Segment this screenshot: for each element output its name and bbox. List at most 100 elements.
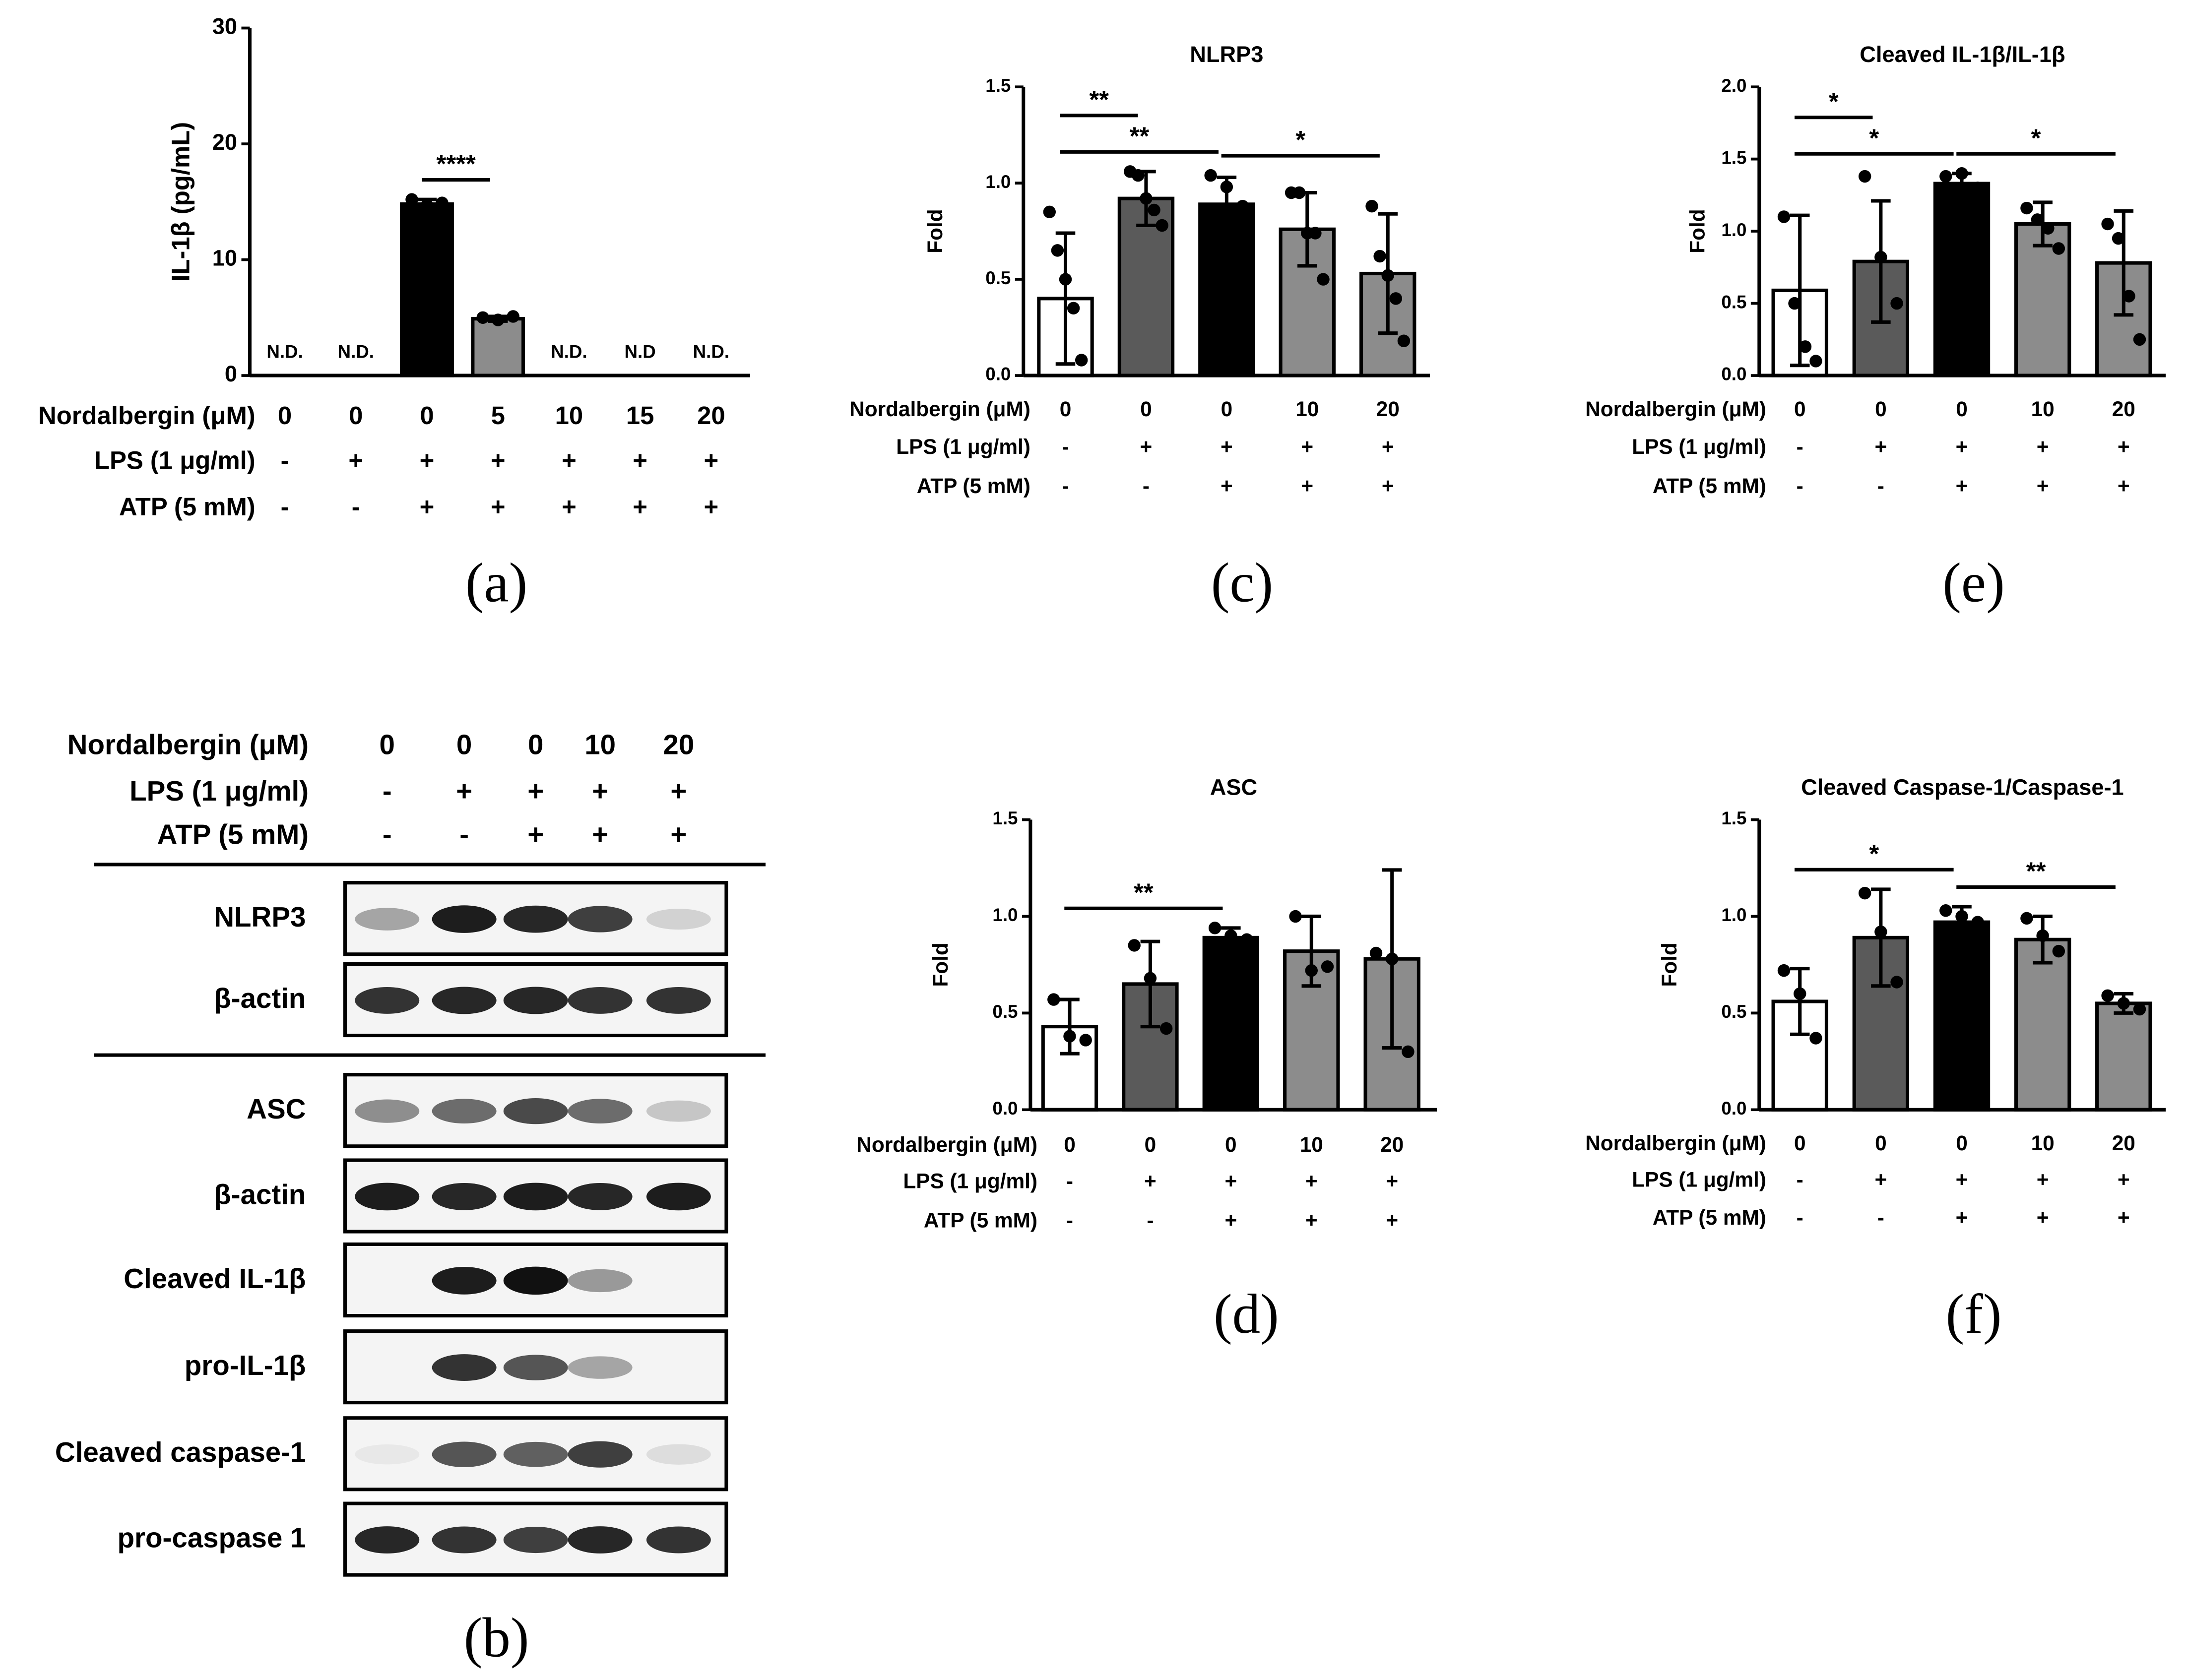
blot-band (568, 1269, 633, 1293)
blot-band (568, 1526, 633, 1554)
condition-value: + (1874, 435, 1887, 458)
data-point (1292, 186, 1306, 199)
y-tick-label: 2.0 (1721, 75, 1746, 96)
data-point (2020, 201, 2033, 215)
blot-band (503, 1526, 568, 1554)
condition-value: - (1147, 1208, 1154, 1232)
value-label: N.D. (551, 342, 587, 362)
x-tick-label: 20 (1376, 397, 1400, 421)
blot-band (432, 1441, 497, 1467)
value-label: N.D. (338, 342, 374, 362)
condition-value: - (383, 818, 392, 850)
y-tick-label: 1.0 (985, 172, 1011, 192)
blot-band (503, 1441, 568, 1467)
condition-value: + (670, 775, 687, 807)
data-point (2117, 997, 2130, 1010)
condition-value: + (1221, 435, 1233, 458)
condition-value: + (633, 446, 647, 475)
blot-band (568, 906, 633, 933)
data-point (1289, 910, 1302, 923)
data-point (1140, 192, 1153, 205)
data-point (1385, 952, 1399, 965)
data-point (1321, 960, 1334, 973)
data-point (1128, 939, 1141, 952)
y-axis-label: Fold (929, 942, 952, 987)
condition-value: + (527, 775, 544, 807)
chart-title: NLRP3 (1190, 42, 1263, 67)
data-point (1079, 1034, 1092, 1047)
chart-title: Cleaved IL-1β/IL-1β (1860, 42, 2065, 67)
data-point (1402, 1045, 1415, 1058)
data-point (1369, 946, 1383, 960)
data-point (1389, 292, 1403, 305)
row-label: LPS (1 μg/ml) (1632, 435, 1766, 458)
x-tick-label: 0 (1221, 397, 1233, 421)
y-tick-label: 1.0 (1721, 220, 1746, 240)
blot-band (646, 987, 711, 1014)
data-point (1381, 269, 1394, 282)
condition-value: + (2037, 474, 2049, 498)
condition-value: 10 (584, 729, 616, 760)
blot-band (646, 1526, 711, 1554)
significance-label: * (2031, 124, 2041, 152)
y-tick-label: 30 (212, 13, 237, 39)
data-point (2133, 333, 2146, 346)
condition-value: + (420, 446, 435, 475)
blot-band (355, 1526, 420, 1554)
significance-label: ** (1089, 85, 1109, 114)
bar (471, 317, 525, 377)
blot-band (503, 987, 568, 1014)
y-tick-label: 1.5 (985, 75, 1011, 96)
data-point (1204, 169, 1217, 182)
x-tick-label: 5 (491, 401, 505, 430)
data-point (2133, 1002, 2146, 1016)
bar (1933, 182, 1991, 377)
x-tick-label: 0 (1956, 397, 1968, 421)
y-tick-label: 0.0 (992, 1098, 1018, 1119)
data-point (1236, 199, 1249, 213)
condition-value: - (1797, 435, 1803, 458)
data-point (1874, 250, 1887, 264)
condition-value: + (2118, 1168, 2130, 1191)
blot-band (646, 1100, 711, 1122)
significance-label: ** (1134, 878, 1154, 906)
data-point (1777, 210, 1791, 223)
y-tick-label: 1.0 (1721, 905, 1746, 925)
x-tick-label: 20 (2112, 397, 2135, 421)
data-point (1156, 219, 1168, 232)
data-point (1144, 972, 1157, 985)
data-point (2052, 944, 2065, 958)
data-point (2031, 213, 2044, 226)
y-tick-label: 0.5 (1721, 292, 1746, 312)
data-point (1955, 167, 1968, 180)
condition-value: + (1386, 1169, 1398, 1192)
data-point (2123, 290, 2135, 303)
x-tick-label: 0 (1875, 1131, 1887, 1155)
x-tick-label: 0 (420, 401, 434, 430)
condition-value: 0 (456, 729, 472, 760)
row-label: Nordalbergin (μM) (38, 401, 256, 430)
value-label: N.D. (693, 342, 729, 362)
data-point (1799, 340, 1812, 353)
condition-value: + (704, 446, 719, 475)
band-label: Cleaved caspase-1 (55, 1436, 306, 1468)
significance-label: * (1869, 124, 1879, 152)
blot-band (503, 1098, 568, 1124)
x-tick-label: 0 (278, 401, 292, 430)
data-point (1132, 169, 1145, 182)
row-label: LPS (1 μg/ml) (896, 435, 1030, 458)
condition-value: - (1062, 474, 1069, 498)
x-tick-label: 10 (1295, 397, 1319, 421)
blot-band (355, 908, 420, 931)
significance-label: **** (437, 150, 476, 178)
condition-value: + (2037, 435, 2049, 458)
data-point (1159, 1022, 1173, 1035)
y-tick-label: 0 (225, 361, 237, 386)
row-label: ATP (5 mM) (1653, 1206, 1766, 1229)
x-tick-label: 0 (1956, 1131, 1968, 1155)
y-tick-label: 0.0 (985, 364, 1011, 384)
y-tick-label: 0.0 (1721, 364, 1746, 384)
data-point (476, 311, 489, 324)
data-point (1939, 904, 1952, 917)
